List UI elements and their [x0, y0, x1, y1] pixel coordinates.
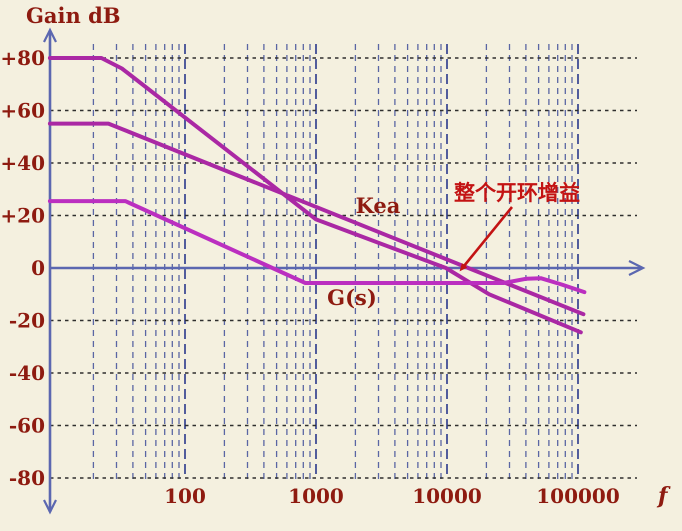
x-tick-label: 100000	[536, 484, 620, 508]
x-tick-label: 1000	[288, 484, 344, 508]
chart-title: Gain dB	[26, 3, 121, 28]
y-tick-label: +80	[0, 46, 45, 70]
y-axis-arrow-down-icon	[43, 499, 57, 515]
curve-2	[47, 199, 587, 295]
y-tick-label: -20	[9, 309, 45, 333]
y-tick-label: -60	[9, 414, 45, 438]
kea-curve-label: Kea	[356, 193, 401, 218]
y-tick-label: -40	[9, 361, 45, 385]
y-tick-label: +40	[0, 151, 45, 175]
y-axis-arrow-up-icon	[43, 27, 57, 43]
y-tick-label: +20	[0, 204, 45, 228]
horizontal-db-gridlines	[50, 57, 637, 479]
x-tick-label: 10000	[412, 484, 482, 508]
gain-curves	[47, 56, 587, 335]
curve-1	[47, 121, 586, 317]
x-axis-tick-labels: 100 1000 10000 100000	[164, 484, 620, 508]
y-tick-label: 0	[31, 256, 45, 280]
frequency-axis-label: f	[656, 483, 671, 509]
y-tick-label: -80	[9, 466, 45, 490]
open-loop-gain-annotation: 整个开环增益	[454, 180, 580, 205]
x-axis-arrow-right-icon	[628, 260, 646, 276]
curve-0	[47, 56, 583, 335]
y-axis-tick-labels: +80 +60 +40 +20 0 -20 -40 -60 -80	[0, 46, 45, 490]
x-tick-label: 100	[164, 484, 206, 508]
annotation-arrow	[459, 206, 514, 272]
y-tick-label: +60	[0, 99, 45, 123]
gs-curve-label: G(s)	[327, 285, 377, 310]
